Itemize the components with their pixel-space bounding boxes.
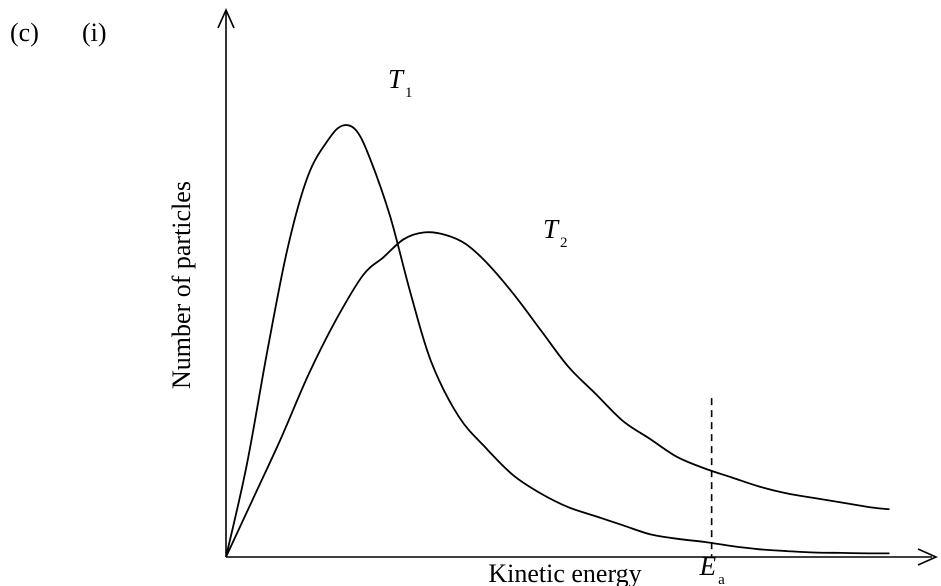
series-layer: T 1T 2: [225, 64, 890, 558]
series-t2-label-main: T: [543, 214, 560, 244]
series-t1-label-subscript: 1: [405, 85, 413, 101]
x-axis-arrowhead: [917, 548, 938, 566]
x-axis-label: Kinetic energy: [488, 559, 641, 586]
series-t2-label-subscript: 2: [560, 235, 568, 251]
y-axis-label: Number of particles: [167, 181, 196, 389]
y-axis-arrowhead: [217, 8, 235, 29]
question-part-label: (c): [10, 18, 39, 47]
series-t1-label-main: T: [388, 64, 405, 94]
series-t2-curve: [225, 231, 890, 558]
activation-energy-label-subscript: a: [718, 572, 725, 586]
series-t1-curve: [225, 124, 890, 558]
question-subpart-label: (i): [82, 18, 107, 47]
activation-energy-label-main: E: [699, 551, 717, 581]
chart-axes: [217, 8, 938, 566]
